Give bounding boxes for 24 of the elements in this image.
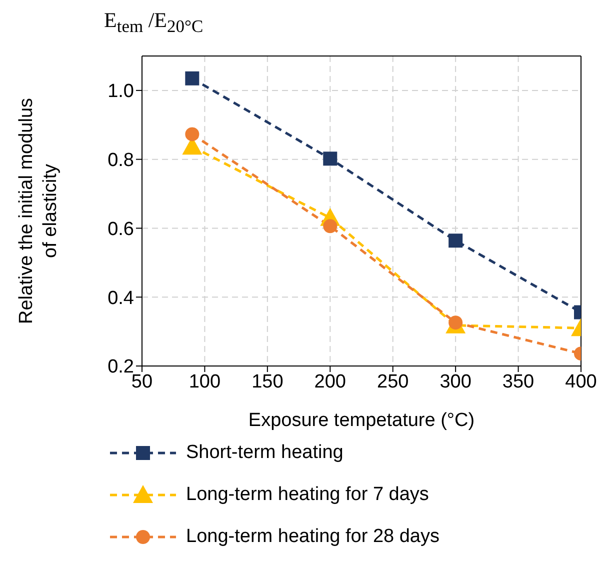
chart-title: E$_{tem}$ /E$_{20°C}$	[104, 8, 204, 38]
x-tick-label: 400	[565, 371, 597, 392]
legend-label: Long-term heating for 28 days	[186, 526, 440, 548]
x-tick-label: 150	[252, 371, 284, 392]
y-tick-label: 0.2	[108, 356, 134, 378]
y-tick-label: 0.6	[108, 218, 134, 240]
x-tick-label: 100	[188, 371, 221, 392]
x-tick-label: 250	[377, 371, 409, 392]
x-axis-title: Exposure tempetature (°C)	[248, 410, 475, 431]
x-tick-label: 300	[440, 371, 472, 392]
x-tick-label: 200	[314, 371, 346, 392]
point	[323, 152, 338, 166]
point	[185, 127, 200, 142]
x-tick-label: 50	[131, 371, 153, 392]
point	[185, 71, 200, 86]
y-axis-title: Relative the initial modulus of elasticity	[16, 98, 61, 324]
y-tick-label: 0.4	[108, 288, 134, 309]
x-tick-label: 350	[502, 371, 534, 392]
legend-label: Short-term heating	[186, 442, 344, 464]
point	[448, 234, 463, 248]
legend-label: Long-term heating for 7 days	[186, 484, 429, 506]
y-tick-label: 1.0	[108, 81, 134, 102]
y-tick-label: 0.8	[108, 150, 134, 172]
point	[323, 219, 338, 234]
